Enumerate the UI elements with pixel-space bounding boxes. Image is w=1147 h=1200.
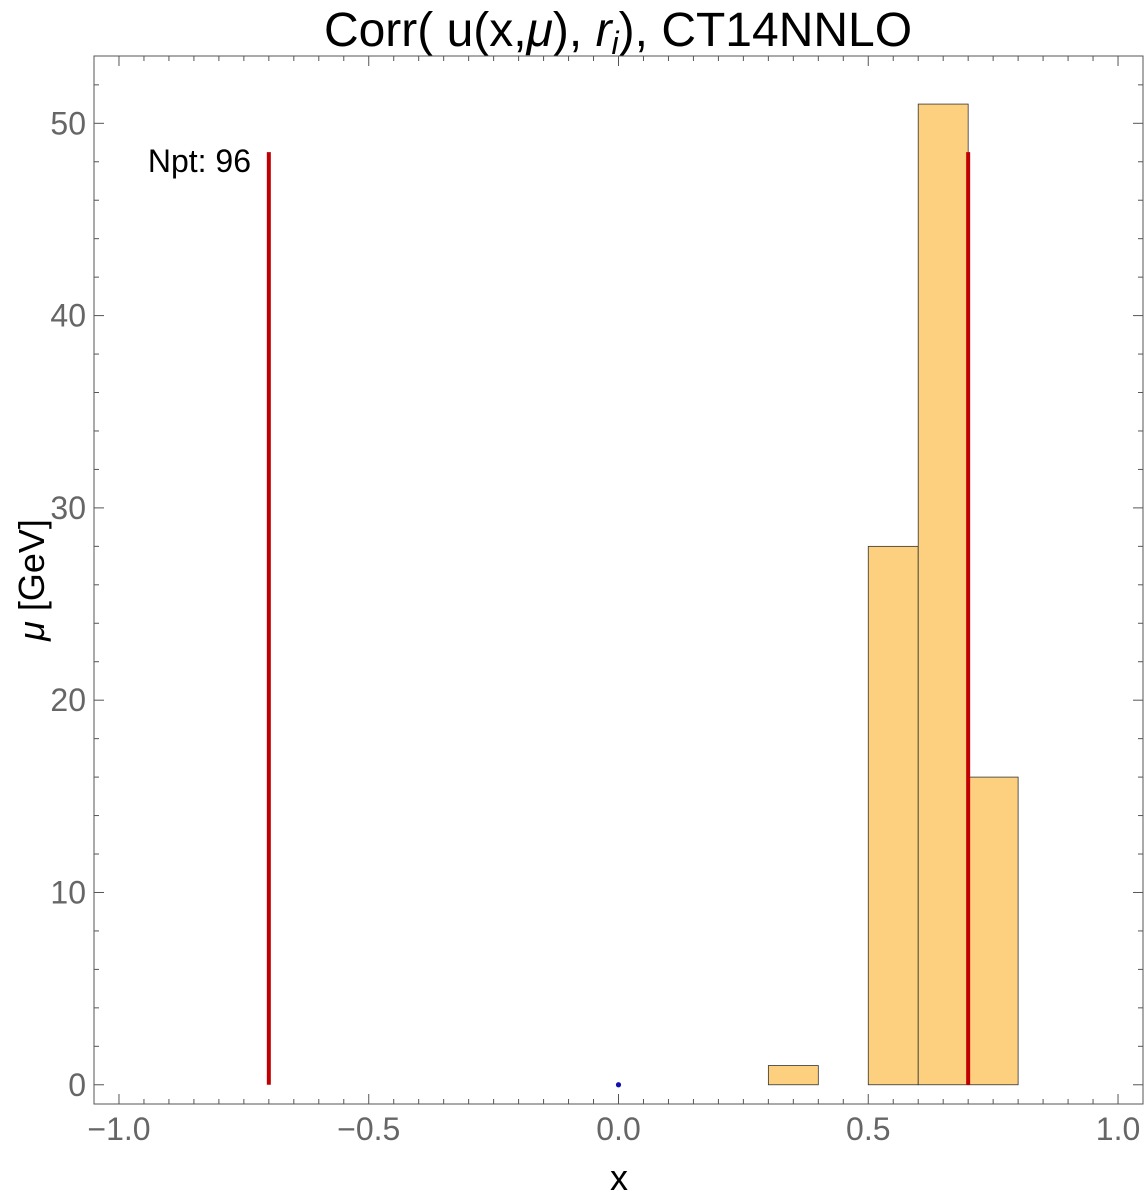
- bars-layer: [767, 103, 1019, 1086]
- y-axis-ticks: 0 10 20 30 40 50: [50, 84, 1143, 1103]
- npt-annotation: Npt: 96: [148, 143, 251, 179]
- points-layer: [615, 1082, 622, 1088]
- x-tick-label: 0.5: [846, 1111, 890, 1147]
- x-tick-label: −0.5: [337, 1111, 400, 1147]
- title-part-subscript: i: [612, 25, 620, 61]
- histogram-bar-3: [967, 776, 1019, 1086]
- title-part-r: r: [596, 4, 614, 57]
- y-tick-label: 10: [50, 874, 86, 910]
- y-tick-label: 50: [50, 105, 86, 141]
- y-axis-label: μ [GeV]: [11, 519, 52, 642]
- chart-title: Corr( u(x,μ), ri), CT14NNLO: [324, 4, 912, 61]
- title-part-main: Corr( u(x,: [324, 4, 527, 57]
- title-part-mu: μ: [525, 4, 553, 57]
- title-part-mid: ),: [553, 4, 596, 57]
- histogram-bar-1: [867, 545, 919, 1086]
- histogram-bar-0: [767, 1065, 819, 1086]
- histogram-bar-2: [917, 103, 969, 1086]
- x-axis-label: x: [610, 1157, 628, 1198]
- y-tick-label: 0: [68, 1067, 86, 1103]
- x-axis-ticks: −1.0 −0.5 0.0 0.5 1.0: [87, 56, 1140, 1147]
- y-axis-label-mu: μ: [11, 621, 52, 642]
- x-tick-label: −1.0: [87, 1111, 150, 1147]
- y-tick-label: 40: [50, 298, 86, 334]
- x-tick-label: 1.0: [1096, 1111, 1140, 1147]
- x-tick-label: 0.0: [596, 1111, 640, 1147]
- y-tick-label: 30: [50, 490, 86, 526]
- lines-layer: [266, 152, 971, 1085]
- y-tick-label: 20: [50, 682, 86, 718]
- data-point-0: [615, 1082, 622, 1088]
- title-part-end: ), CT14NNLO: [619, 4, 912, 57]
- y-axis-label-unit: [GeV]: [11, 519, 52, 621]
